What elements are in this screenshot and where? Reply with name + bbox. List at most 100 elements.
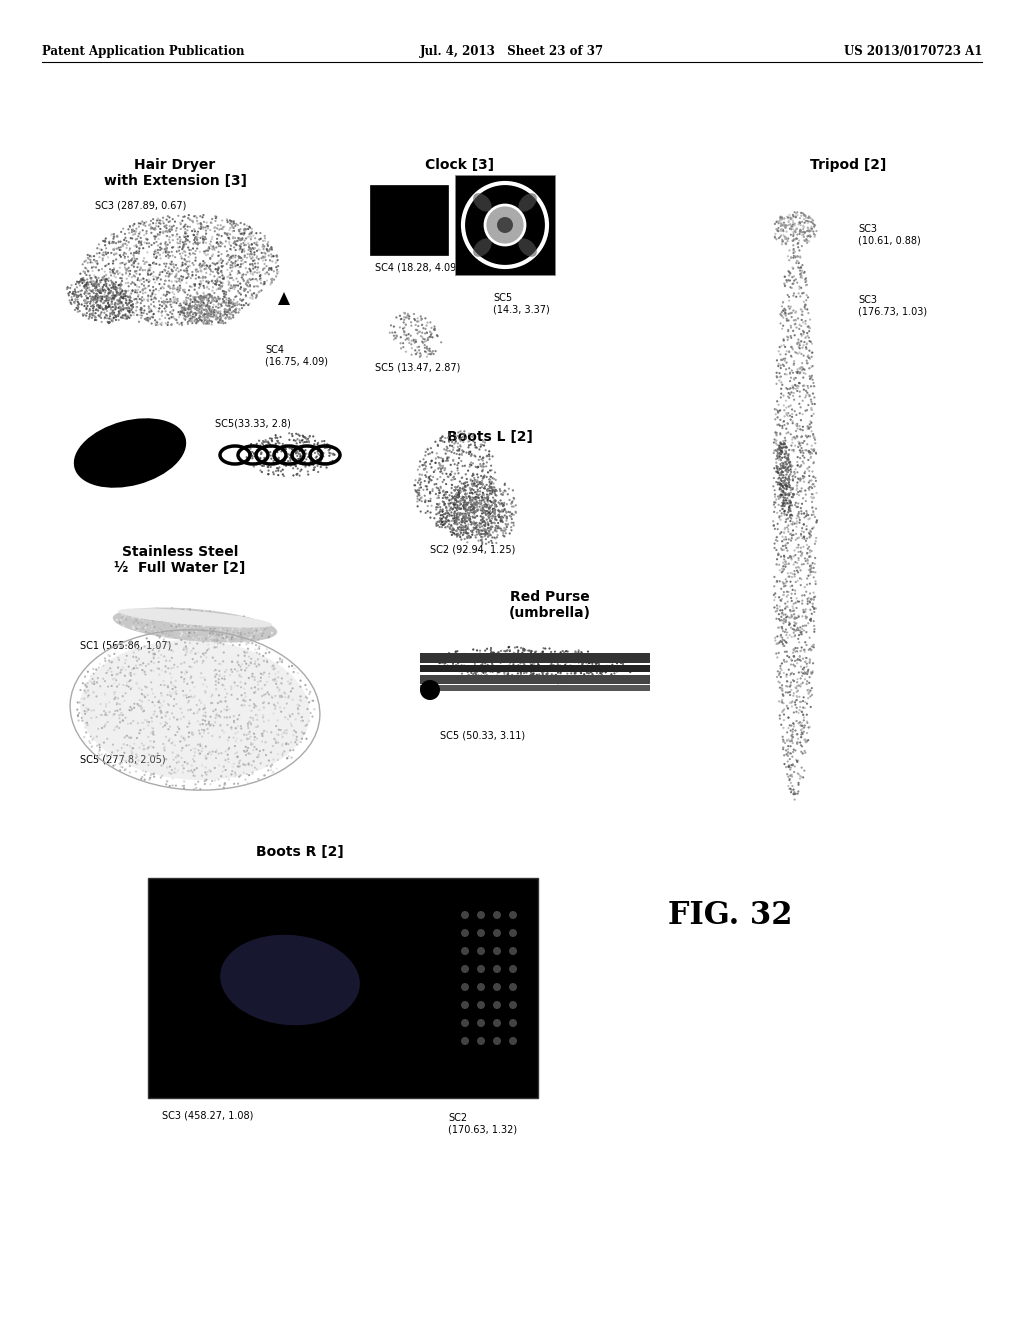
Point [788, 672, 805, 693]
Point [496, 669, 512, 690]
Point [125, 607, 141, 628]
Point [579, 667, 595, 688]
Point [197, 286, 213, 308]
Point [312, 965, 329, 986]
Point [438, 498, 455, 519]
Point [497, 977, 513, 998]
Point [226, 978, 243, 999]
Point [100, 290, 117, 312]
Point [246, 455, 262, 477]
Point [187, 1001, 204, 1022]
Point [224, 277, 241, 298]
Point [504, 1016, 520, 1038]
Point [92, 279, 109, 300]
Point [99, 297, 116, 318]
Point [334, 975, 350, 997]
Point [325, 986, 341, 1007]
Point [479, 665, 496, 686]
Point [445, 437, 462, 458]
Point [111, 238, 127, 259]
Point [319, 985, 336, 1006]
Point [177, 244, 194, 265]
Point [790, 648, 806, 669]
Point [189, 937, 206, 958]
Point [350, 975, 367, 997]
Point [156, 290, 172, 312]
Point [474, 520, 490, 541]
Point [80, 272, 96, 293]
Point [241, 239, 257, 260]
Point [203, 235, 219, 256]
Point [329, 1007, 345, 1028]
Point [231, 235, 248, 256]
Point [781, 676, 798, 697]
Point [180, 1005, 197, 1026]
Point [206, 937, 222, 958]
Point [217, 286, 233, 308]
Point [476, 500, 493, 521]
Point [459, 523, 475, 544]
Point [85, 663, 101, 684]
Point [309, 961, 326, 982]
Point [775, 635, 792, 656]
Point [256, 1038, 272, 1059]
Point [375, 920, 391, 941]
Point [469, 494, 485, 515]
Point [300, 961, 316, 982]
Point [780, 383, 797, 404]
Point [495, 977, 511, 998]
Point [219, 684, 236, 705]
Point [201, 611, 217, 632]
Point [293, 445, 309, 466]
Point [381, 207, 397, 228]
Point [231, 620, 248, 642]
Point [166, 708, 182, 729]
Point [88, 706, 104, 727]
Point [798, 327, 814, 348]
Point [126, 664, 142, 685]
Point [290, 1022, 306, 1043]
Point [373, 961, 389, 982]
Point [256, 711, 272, 733]
Point [410, 482, 426, 503]
Point [483, 888, 500, 909]
Point [330, 949, 346, 970]
Point [247, 681, 263, 702]
Point [774, 701, 791, 722]
Point [111, 301, 127, 322]
Point [484, 661, 501, 682]
Point [148, 215, 165, 236]
Point [481, 651, 498, 672]
Point [173, 661, 189, 682]
Point [228, 298, 245, 319]
Point [800, 458, 816, 479]
Point [797, 615, 813, 636]
Point [457, 508, 473, 529]
Point [249, 717, 265, 738]
Point [194, 936, 210, 957]
Point [249, 453, 265, 474]
Point [73, 271, 89, 292]
Point [479, 495, 496, 516]
Point [453, 498, 469, 519]
Point [251, 281, 267, 302]
Point [154, 314, 170, 335]
Point [384, 933, 400, 954]
Point [304, 983, 321, 1005]
Point [395, 195, 412, 216]
Point [455, 478, 471, 499]
Point [395, 219, 412, 240]
Point [788, 251, 805, 272]
Point [218, 300, 234, 321]
Point [293, 710, 309, 731]
Point [286, 465, 302, 486]
Point [779, 751, 796, 772]
Point [241, 948, 257, 969]
Point [214, 986, 230, 1007]
Point [439, 487, 456, 508]
Point [136, 224, 153, 246]
Point [184, 1001, 201, 1022]
Point [451, 453, 467, 474]
Point [253, 961, 269, 982]
Point [802, 219, 818, 240]
